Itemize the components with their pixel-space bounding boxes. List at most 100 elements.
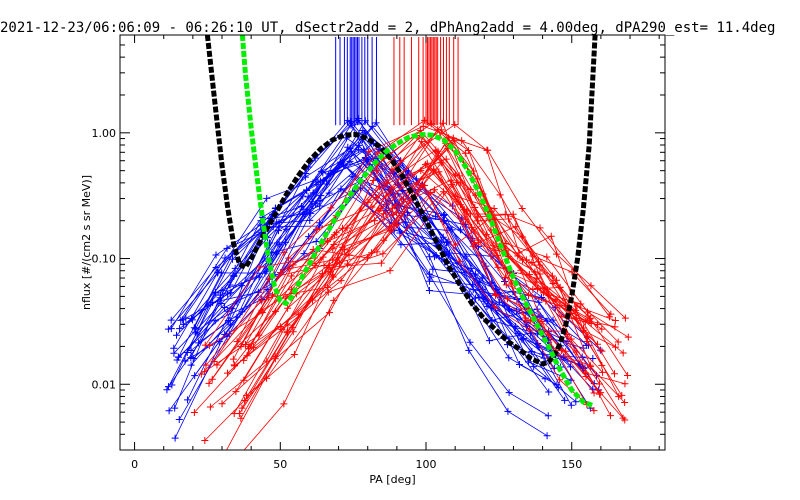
red-series-point-16-2 (334, 254, 342, 262)
red-series-point-29-5 (455, 172, 463, 180)
red-series-point-4-6 (504, 295, 512, 303)
red-series-point-29-0 (244, 345, 252, 353)
red-series-point-32-0 (201, 368, 209, 376)
y-tick-label-2: 1.00 (92, 127, 117, 140)
red-series-point-3-6 (518, 233, 526, 241)
red-series-point-24-2 (330, 296, 338, 304)
blue-series-line-27 (192, 188, 593, 359)
red-series-point-3-0 (240, 376, 248, 384)
red-series-point-31-6 (492, 290, 500, 298)
red-series-point-33-5 (461, 149, 469, 157)
blue-series-point-29-6 (443, 239, 451, 247)
red-series-point-10-9 (598, 361, 606, 369)
blue-series-point-33-3 (313, 181, 321, 189)
blue-series-point-3-8 (514, 329, 522, 337)
blue-series-point-26-6 (462, 252, 470, 260)
blue-series-point-25-8 (520, 334, 528, 342)
blue-series-point-1-2 (255, 273, 263, 281)
blue-series-point-34-4 (359, 127, 367, 135)
blue-series-point-1-3 (299, 192, 307, 200)
blue-series-point-32-0 (179, 320, 187, 328)
red-series-point-20-2 (313, 225, 321, 233)
red-series-point-11-4 (449, 134, 457, 142)
blue-series-point-1-1 (212, 288, 220, 296)
red-series-point-32-1 (255, 331, 263, 339)
red-series-point-27-5 (451, 192, 459, 200)
red-series-point-28-5 (453, 178, 461, 186)
blue-series-point-32-5 (402, 218, 410, 226)
blue-series-point-11-3 (306, 216, 314, 224)
red-series-point-16-0 (230, 361, 238, 369)
red-series-point-29-1 (287, 272, 295, 280)
blue-series-point-20-7 (478, 274, 486, 282)
axes: 0 50 100 150 0.01 0.10 1.00 (92, 35, 665, 471)
red-series-point-23-1 (276, 268, 284, 276)
blue-series-point-21-4 (336, 158, 344, 166)
red-series-point-25-6 (490, 303, 498, 311)
red-series-point-14-0 (205, 379, 213, 387)
red-series-point-5-0 (237, 414, 245, 422)
blue-series-point-6-7 (475, 293, 483, 301)
red-series-point-22-2 (330, 241, 338, 249)
red-series-point-32-7 (519, 256, 527, 264)
red-series-point-8-9 (597, 389, 605, 397)
blue-series-point-18-2 (274, 227, 282, 235)
red-series-point-28-8 (556, 376, 564, 384)
blue-series-point-12-8 (505, 389, 513, 397)
red-series-point-15-3 (393, 209, 401, 217)
red-series-point-16-4 (437, 159, 445, 167)
y-tick-label-1: 0.10 (92, 253, 117, 266)
red-series-point-25-1 (278, 325, 286, 333)
blue-series-point-30-1 (218, 269, 226, 277)
red-series-point-17-1 (285, 254, 293, 262)
blue-series-point-16-2 (275, 223, 283, 231)
red-series-line-21 (204, 183, 626, 441)
blue-series-point-12-9 (544, 412, 552, 420)
blue-series-line-25 (168, 132, 564, 358)
red-series-point-23-8 (572, 314, 580, 322)
red-series-point-21-1 (263, 374, 271, 382)
red-series-point-24-6 (491, 246, 499, 254)
red-series-point-7-7 (525, 271, 533, 279)
red-series-point-27-3 (369, 177, 377, 185)
blue-series-point-10-8 (530, 363, 538, 371)
blue-series-point-6-1 (223, 244, 231, 252)
blue-series-point-29-5 (397, 241, 405, 249)
red-series-point-25-7 (525, 326, 533, 334)
red-series-point-32-8 (552, 296, 560, 304)
blue-series-point-15-1 (218, 286, 226, 294)
red-series-point-0-0 (232, 388, 240, 396)
red-series-point-15-1 (294, 310, 302, 318)
red-series-point-23-4 (418, 138, 426, 146)
blue-series-point-17-3 (327, 170, 335, 178)
red-series-point-6-9 (611, 317, 619, 325)
red-series-point-19-3 (379, 250, 387, 258)
red-series-point-29-8 (572, 306, 580, 314)
red-series-point-17-0 (237, 343, 245, 351)
red-series-point-21-3 (386, 267, 394, 275)
x-tick-label-1: 50 (273, 458, 287, 471)
red-series-point-7-9 (598, 325, 606, 333)
red-series-point-20-6 (502, 281, 510, 289)
red-series-point-19-2 (318, 270, 326, 278)
blue-series-point-31-1 (226, 317, 234, 325)
blue-series-point-26-7 (506, 306, 514, 314)
red-series-point-26-0 (210, 358, 218, 366)
blue-series-point-22-6 (432, 212, 440, 220)
red-series-point-26-5 (468, 223, 476, 231)
red-series-point-3-9 (621, 399, 629, 407)
blue-series-point-33-4 (354, 146, 362, 154)
red-series-point-15-2 (343, 260, 351, 268)
blue-series-point-10-0 (184, 396, 192, 404)
red-series-point-27-6 (490, 204, 498, 212)
red-series-point-20-4 (423, 159, 431, 167)
blue-series-point-23-0 (183, 348, 191, 356)
blue-series-point-7-1 (231, 264, 239, 272)
red-series-point-30-3 (386, 227, 394, 235)
red-series-point-22-6 (502, 273, 510, 281)
blue-series-point-11-1 (221, 254, 229, 262)
red-series-point-28-0 (238, 404, 246, 412)
blue-series-point-9-1 (238, 308, 246, 316)
red-series-point-12-3 (372, 193, 380, 201)
red-series-point-8-5 (456, 201, 464, 209)
